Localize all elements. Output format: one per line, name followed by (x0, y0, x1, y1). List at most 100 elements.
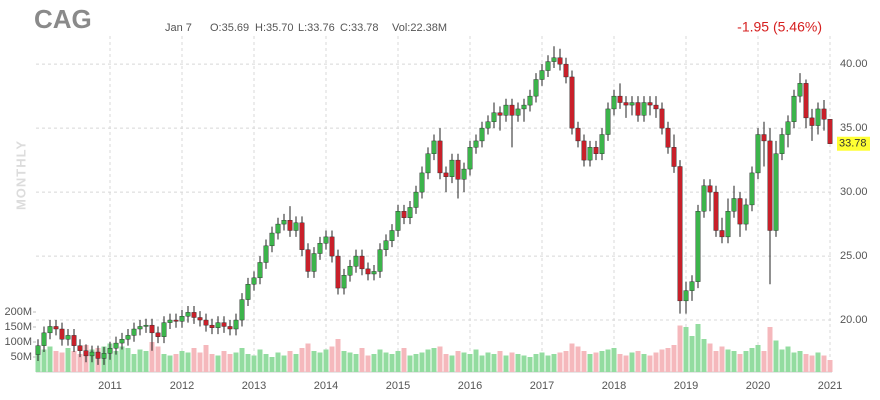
volume-bar (521, 355, 527, 372)
volume-bar (581, 351, 587, 372)
candle-body (785, 121, 791, 135)
candle-body (89, 351, 95, 357)
candle-body (491, 112, 497, 122)
candle-body (317, 243, 323, 254)
x-tick-label: 2012 (170, 380, 194, 392)
volume-bar (515, 354, 521, 372)
candle-body (653, 104, 659, 110)
candle-body (647, 102, 653, 106)
candle-body (203, 319, 209, 326)
volume-bar (575, 346, 581, 372)
axis-labels: 20.00 25.00 30.00 35.00 40.00 50M 100M 150M 200M… (4, 58, 870, 392)
candle-body (263, 245, 269, 263)
candle-body (773, 153, 779, 231)
volume-bar (605, 349, 611, 372)
candle-body (233, 319, 239, 330)
candle-body (215, 322, 221, 328)
volume-bar (557, 352, 563, 372)
candle-body (161, 322, 167, 337)
candle-body (449, 159, 455, 177)
candle-body (575, 127, 581, 142)
candle-body (569, 76, 575, 129)
volume-bar (203, 345, 209, 372)
candle-body (227, 326, 233, 330)
volume-bar (725, 349, 731, 372)
candle-body (125, 335, 131, 340)
volume-bar (497, 351, 503, 372)
volume-bar (197, 352, 203, 372)
candle-body (737, 198, 743, 225)
candle-body (335, 255, 341, 289)
volume-bar (275, 352, 281, 372)
info-date: Jan 7 (165, 22, 192, 34)
volume-bar (437, 346, 443, 372)
volume-bar (449, 355, 455, 372)
candle-body (761, 134, 767, 142)
candle-body (593, 147, 599, 154)
candle-body (65, 335, 71, 340)
volume-bar (125, 348, 131, 372)
info-change: -1.95 (5.46%) (737, 19, 822, 35)
volume-bar (131, 354, 137, 372)
volume-bar (803, 354, 809, 372)
candle-body (743, 204, 749, 225)
y-tick-label: 40.00 (840, 58, 868, 70)
price-tag-bg (837, 136, 870, 151)
candle-body (47, 326, 53, 334)
candle-body (143, 324, 149, 327)
volume-bar (419, 352, 425, 372)
candle-body (371, 271, 377, 275)
candle-body (95, 351, 101, 359)
candle-body (269, 232, 275, 247)
candle-body (305, 249, 311, 272)
candle-body (155, 332, 161, 337)
volume-bar (47, 346, 53, 372)
candle-body (497, 112, 503, 116)
candle-body (479, 127, 485, 142)
candle-body (611, 95, 617, 110)
volume-bar (659, 349, 665, 372)
candle-body (323, 236, 329, 244)
volume-bar (719, 346, 725, 372)
candle-body (821, 108, 827, 120)
volume-bar (383, 352, 389, 372)
candle-body (623, 102, 629, 106)
volume-bar (743, 351, 749, 372)
candle-body (467, 147, 473, 170)
candle-body (767, 140, 773, 231)
volume-bar (143, 351, 149, 372)
volume-bar (77, 354, 83, 372)
volume-tick-label: 50M (11, 351, 32, 363)
candle-body (461, 168, 467, 180)
candle-body (179, 316, 185, 322)
volume-bar (299, 348, 305, 372)
x-tick-label: 2011 (98, 380, 122, 392)
candle-body (557, 57, 563, 65)
volume-bar (209, 354, 215, 372)
candle-body (239, 299, 245, 321)
volume-bar (701, 339, 707, 372)
candle-body (413, 191, 419, 208)
candle-body (107, 348, 113, 354)
volume-bar (371, 354, 377, 372)
candle-body (119, 339, 125, 344)
candle-body (173, 319, 179, 322)
volume-bar (53, 351, 59, 372)
candle-body (635, 102, 641, 116)
info-high: H:35.70 (255, 22, 294, 34)
candle-body (275, 223, 281, 234)
volume-bar (293, 354, 299, 372)
candle-body (431, 140, 437, 154)
volume-bar (431, 348, 437, 372)
candle-body (815, 108, 821, 126)
candle-body (473, 140, 479, 148)
volume-bar (407, 355, 413, 372)
candle-body (59, 328, 65, 340)
x-tick-label: 2015 (386, 380, 410, 392)
volume-bar (425, 349, 431, 372)
price-tag: 33.78 (839, 138, 867, 150)
candle-body (545, 61, 551, 71)
volume-bar (545, 355, 551, 372)
volume-bar (779, 349, 785, 372)
